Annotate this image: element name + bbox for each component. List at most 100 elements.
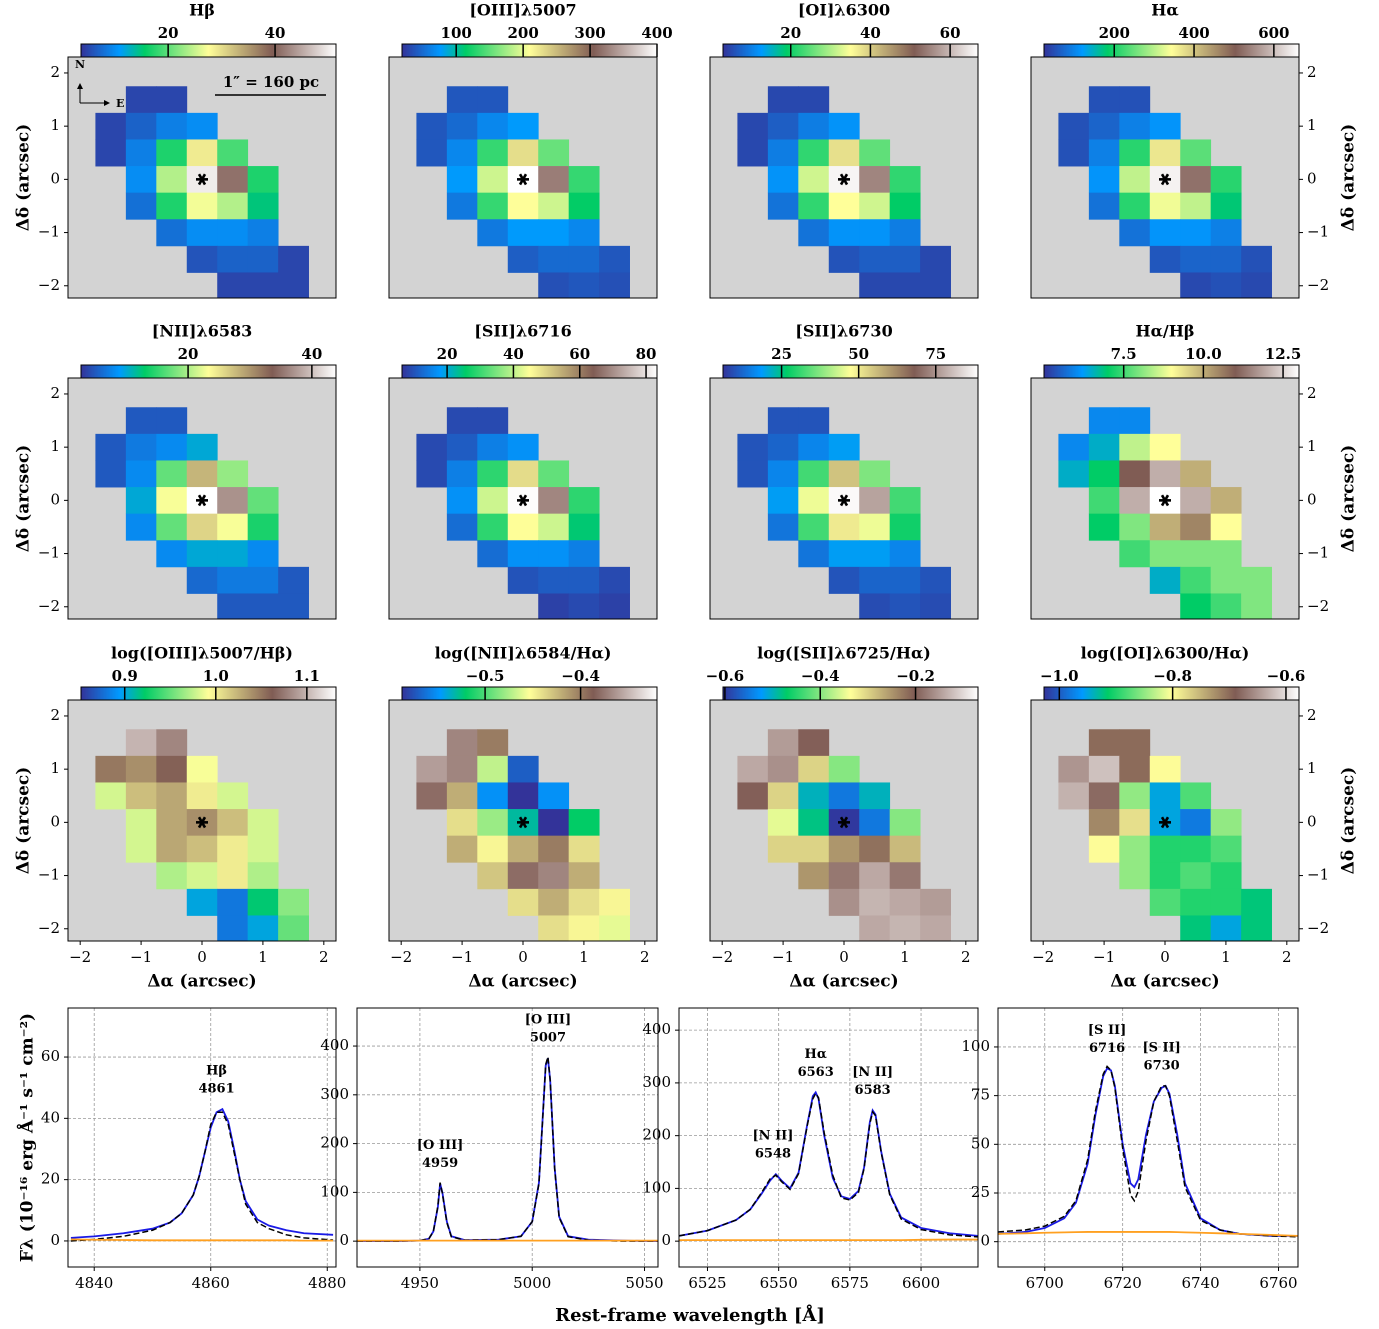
colorbar-tick-label: 25	[771, 345, 792, 363]
map-cell	[920, 566, 951, 594]
x-tick-label: 6700	[1026, 1274, 1064, 1292]
map-cell	[798, 112, 830, 140]
spectrum-line	[357, 1056, 658, 1242]
map-cell	[1241, 566, 1272, 594]
map-cell	[767, 433, 799, 461]
map-cell	[798, 835, 830, 863]
series-group	[679, 1090, 978, 1241]
map-cell	[1210, 245, 1242, 273]
nucleus-marker	[196, 816, 208, 829]
plot-background	[357, 1008, 658, 1267]
map-cell	[125, 166, 157, 194]
map-cell	[1180, 862, 1212, 890]
x-axis-label: Δα (arcsec)	[1110, 972, 1219, 992]
map-cells	[737, 729, 951, 941]
map-cell	[568, 192, 600, 220]
map-cell	[1119, 540, 1151, 568]
y-tick-label: 2	[50, 384, 60, 402]
map-cell	[477, 729, 509, 757]
map-cell	[538, 782, 570, 810]
colorbar-tick-label: 60	[569, 345, 590, 363]
map-cell	[477, 433, 509, 461]
map-cell	[568, 219, 600, 247]
colorbar-tick-label: 600	[1258, 24, 1289, 42]
map-cell	[798, 219, 830, 247]
x-tick-label: 1	[579, 948, 589, 966]
x-tick-label: 6720	[1104, 1274, 1142, 1292]
y-tick-label: 0	[50, 169, 60, 187]
map-cell	[156, 835, 188, 863]
map-cell	[1088, 460, 1120, 488]
line-label: [O III]	[525, 1013, 571, 1028]
map-title: [NII]λ6583	[152, 322, 252, 341]
x-tick-label: 6525	[688, 1274, 726, 1292]
map-cell	[1119, 192, 1151, 220]
y-tick-label: 0	[1307, 812, 1317, 830]
y-tick-label: 2	[1307, 706, 1317, 724]
map-cell	[828, 540, 860, 568]
colorbar-tick-label: −0.5	[466, 667, 505, 685]
map-cell	[95, 755, 127, 783]
x-tick-label: 2	[1282, 948, 1292, 966]
map-cell	[920, 593, 951, 619]
y-tick-label: 20	[41, 1170, 60, 1188]
map-cell	[859, 593, 891, 619]
marker-stroke	[839, 494, 849, 507]
map-cell	[828, 513, 860, 541]
map-cell	[507, 192, 539, 220]
x-tick-label: 6550	[760, 1274, 798, 1292]
map-cell	[828, 862, 860, 890]
map-cell	[186, 245, 218, 273]
map-cells	[1058, 729, 1272, 941]
map-cell	[859, 782, 891, 810]
map-cell	[599, 888, 630, 916]
map-cell	[889, 862, 921, 890]
map-cell	[1088, 729, 1120, 757]
map-cell	[1149, 835, 1181, 863]
map-cell	[416, 782, 448, 810]
y-axis-label: Δδ (arcsec)	[14, 767, 34, 875]
spectrum-line	[679, 1092, 978, 1238]
map-cell	[1058, 112, 1090, 140]
map-cell	[1088, 809, 1120, 837]
colorbar	[401, 364, 658, 379]
map-cell	[568, 540, 600, 568]
map-cell	[889, 566, 921, 594]
map-cell	[859, 219, 891, 247]
map-cell	[156, 192, 188, 220]
y-tick-label: 100	[320, 1182, 349, 1200]
map-cell	[1119, 112, 1151, 140]
colorbar-tick-label: 100	[441, 24, 472, 42]
marker-stroke	[197, 816, 207, 829]
map-cell	[477, 487, 509, 515]
map-cell	[1088, 835, 1120, 863]
map-cell	[859, 566, 891, 594]
map-cell	[278, 566, 309, 594]
y-axis-label: Δδ (arcsec)	[1339, 124, 1359, 232]
map-cell	[247, 888, 279, 916]
map-cell	[156, 487, 188, 515]
map-cell	[538, 540, 570, 568]
map-cell	[1119, 513, 1151, 541]
map-cell	[477, 112, 509, 140]
x-axis-label: Δα (arcsec)	[789, 972, 898, 992]
map-cell	[95, 433, 127, 461]
colorbar	[722, 43, 979, 58]
map-cell	[1241, 245, 1272, 273]
map-cell	[446, 166, 478, 194]
plot-frame	[997, 1007, 1299, 1268]
colorbar	[1043, 364, 1300, 379]
plot-frame	[356, 1007, 659, 1268]
map-cell	[1210, 888, 1242, 916]
map-cell	[767, 755, 799, 783]
map-cell	[125, 407, 157, 435]
map-cell	[416, 433, 448, 461]
line-wavelength: 5007	[530, 1031, 566, 1046]
map-cell	[446, 433, 478, 461]
y-tick-label: 2	[50, 63, 60, 81]
map-cell	[186, 755, 218, 783]
map-cell	[568, 272, 600, 298]
map-cell	[217, 809, 249, 837]
map-cell	[538, 809, 570, 837]
colorbar-tick-label: 400	[641, 24, 672, 42]
